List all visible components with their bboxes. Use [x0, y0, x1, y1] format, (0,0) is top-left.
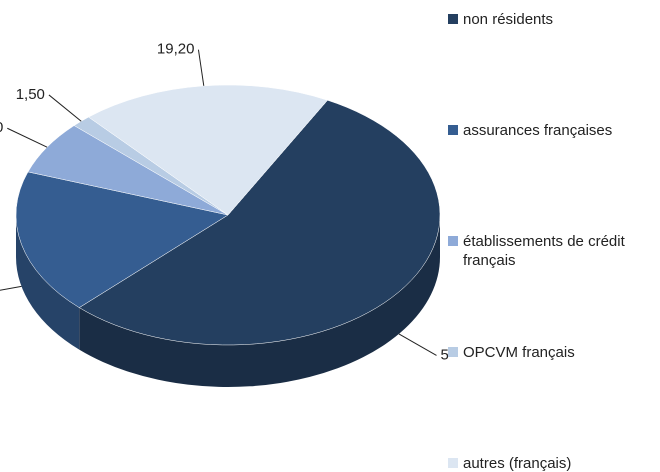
legend-item: assurances françaises: [448, 121, 633, 140]
legend-swatch: [448, 236, 458, 246]
pie-slice: [15, 171, 229, 308]
legend-swatch: [448, 125, 458, 135]
legend-item: OPCVM français: [448, 343, 633, 362]
leader-line: [398, 333, 437, 356]
leader-line: [197, 49, 205, 86]
legend-label: établissements de crédit français: [463, 233, 625, 269]
legend-swatch: [448, 14, 458, 24]
legend-item: établissements de crédit français: [448, 232, 633, 270]
legend-swatch: [448, 458, 458, 468]
pie-slice: [78, 99, 441, 346]
leader-line: [0, 285, 22, 291]
legend-item: autres (français): [448, 454, 633, 472]
legend: non résidents assurances françaises établi…: [448, 0, 653, 472]
legend-item: non résidents: [448, 10, 633, 29]
legend-label: assurances françaises: [463, 122, 613, 139]
data-label: 6,70: [0, 119, 3, 136]
pie-slice: [88, 84, 328, 216]
legend-label: OPCVM français: [463, 344, 575, 361]
leader-line: [7, 127, 48, 148]
pie-side: [79, 215, 441, 387]
leader-line: [48, 94, 82, 122]
legend-swatch: [448, 347, 458, 357]
data-label: 1,50: [16, 86, 45, 103]
legend-label: autres (français): [463, 455, 572, 472]
pie-side: [16, 215, 80, 350]
legend-label: non résidents: [463, 11, 554, 28]
data-label: 19,20: [157, 41, 195, 58]
data-label: 54,60: [440, 346, 448, 363]
